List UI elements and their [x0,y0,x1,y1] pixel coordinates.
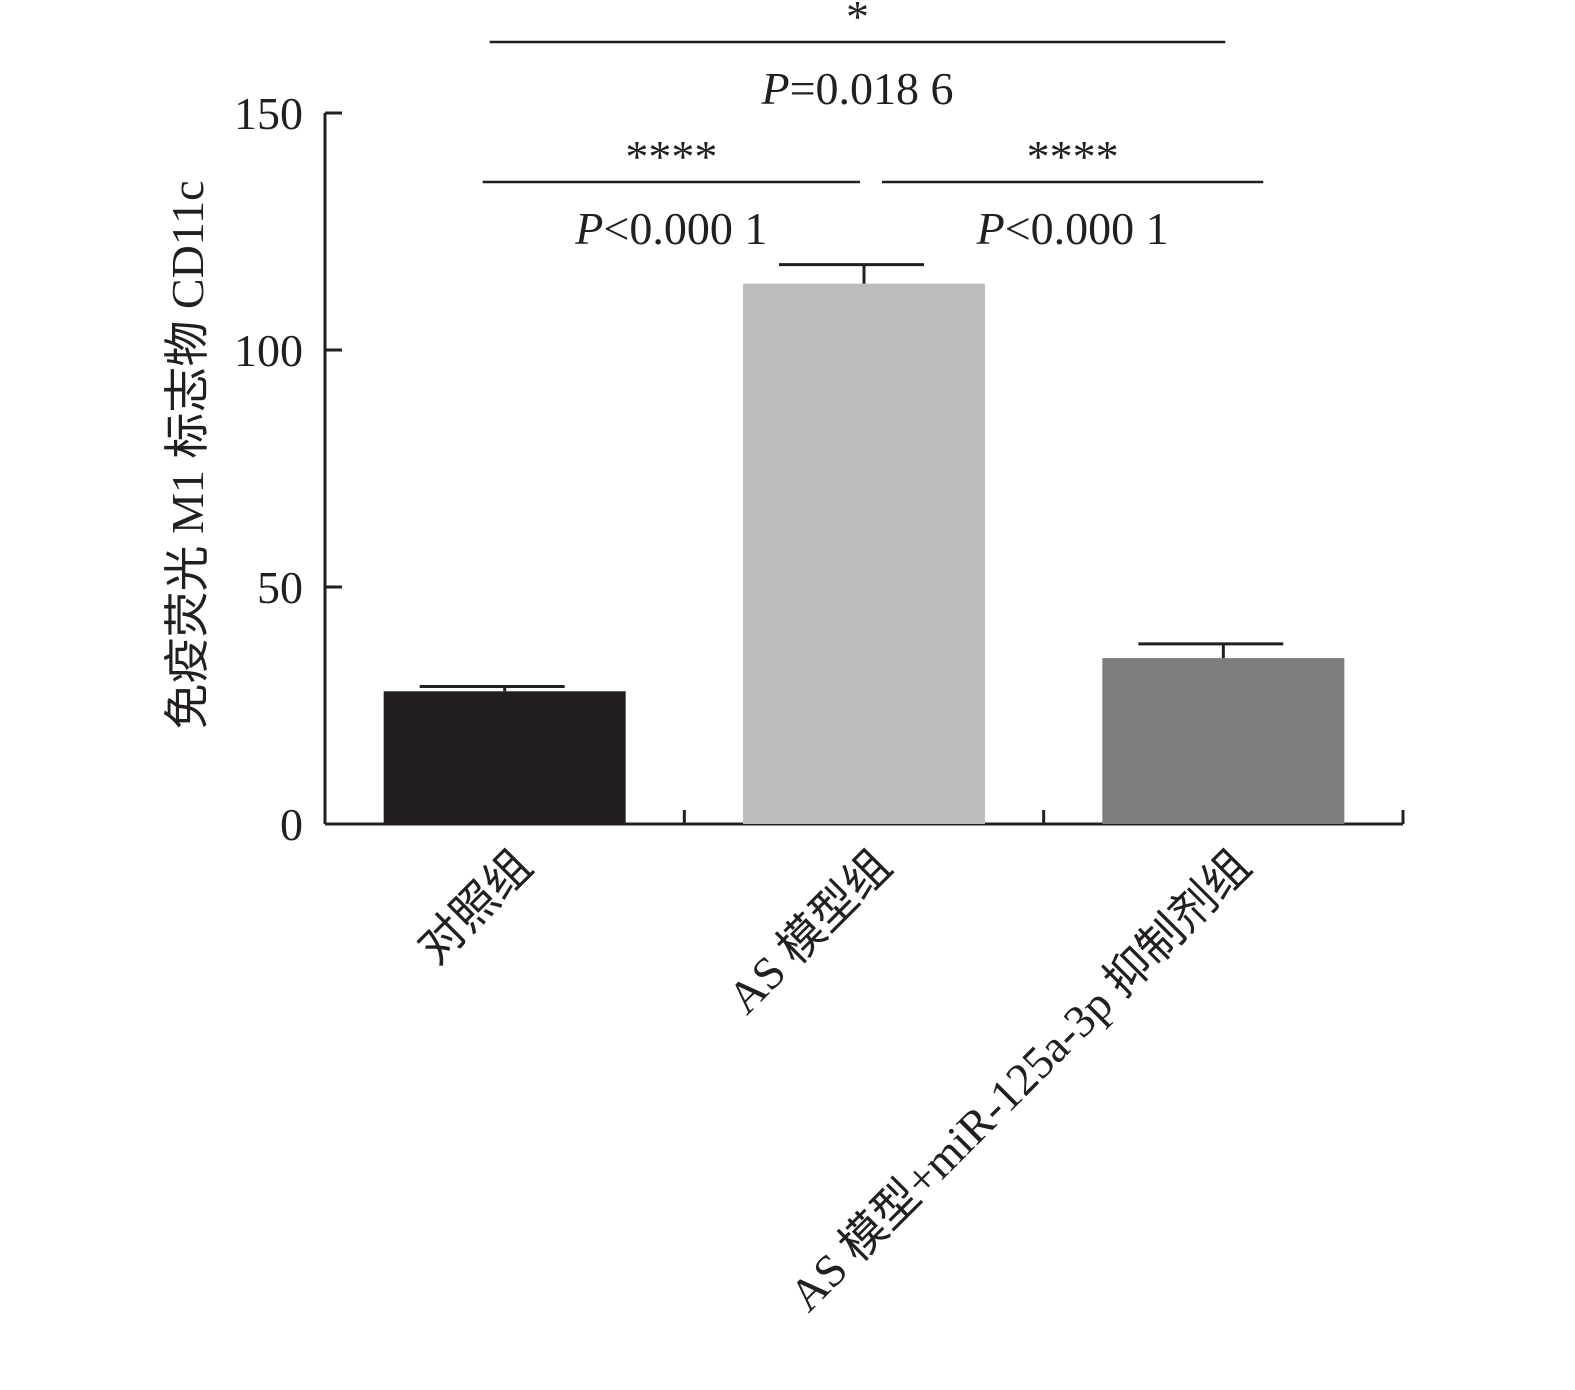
x-category-label: 对照组 [408,840,542,974]
p-value-label: P<0.000 1 [574,203,767,254]
y-tick-label: 150 [234,88,303,139]
x-category-label: AS 模型组 [718,840,901,1023]
bar [383,691,626,824]
y-tick-label: 50 [257,562,303,613]
p-value-label: P<0.000 1 [976,203,1169,254]
y-axis-title: 免疫荧光 M1 标志物 CD11c [162,180,213,729]
significance-stars: **** [1027,131,1119,182]
bar [743,283,985,824]
error-bars [419,263,1284,692]
bars [383,283,1345,824]
significance-stars: **** [625,131,717,182]
y-tick-label: 100 [234,325,303,376]
significance-brackets: **** P<0.000 1 **** P<0.000 1 * P=0.018 6 [482,0,1264,254]
significance-stars: * [846,0,869,42]
bar [1102,658,1345,824]
y-tick-label: 0 [280,799,303,850]
p-value-label: P=0.018 6 [760,63,953,114]
y-axis: 0 50 100 150 [234,88,342,850]
